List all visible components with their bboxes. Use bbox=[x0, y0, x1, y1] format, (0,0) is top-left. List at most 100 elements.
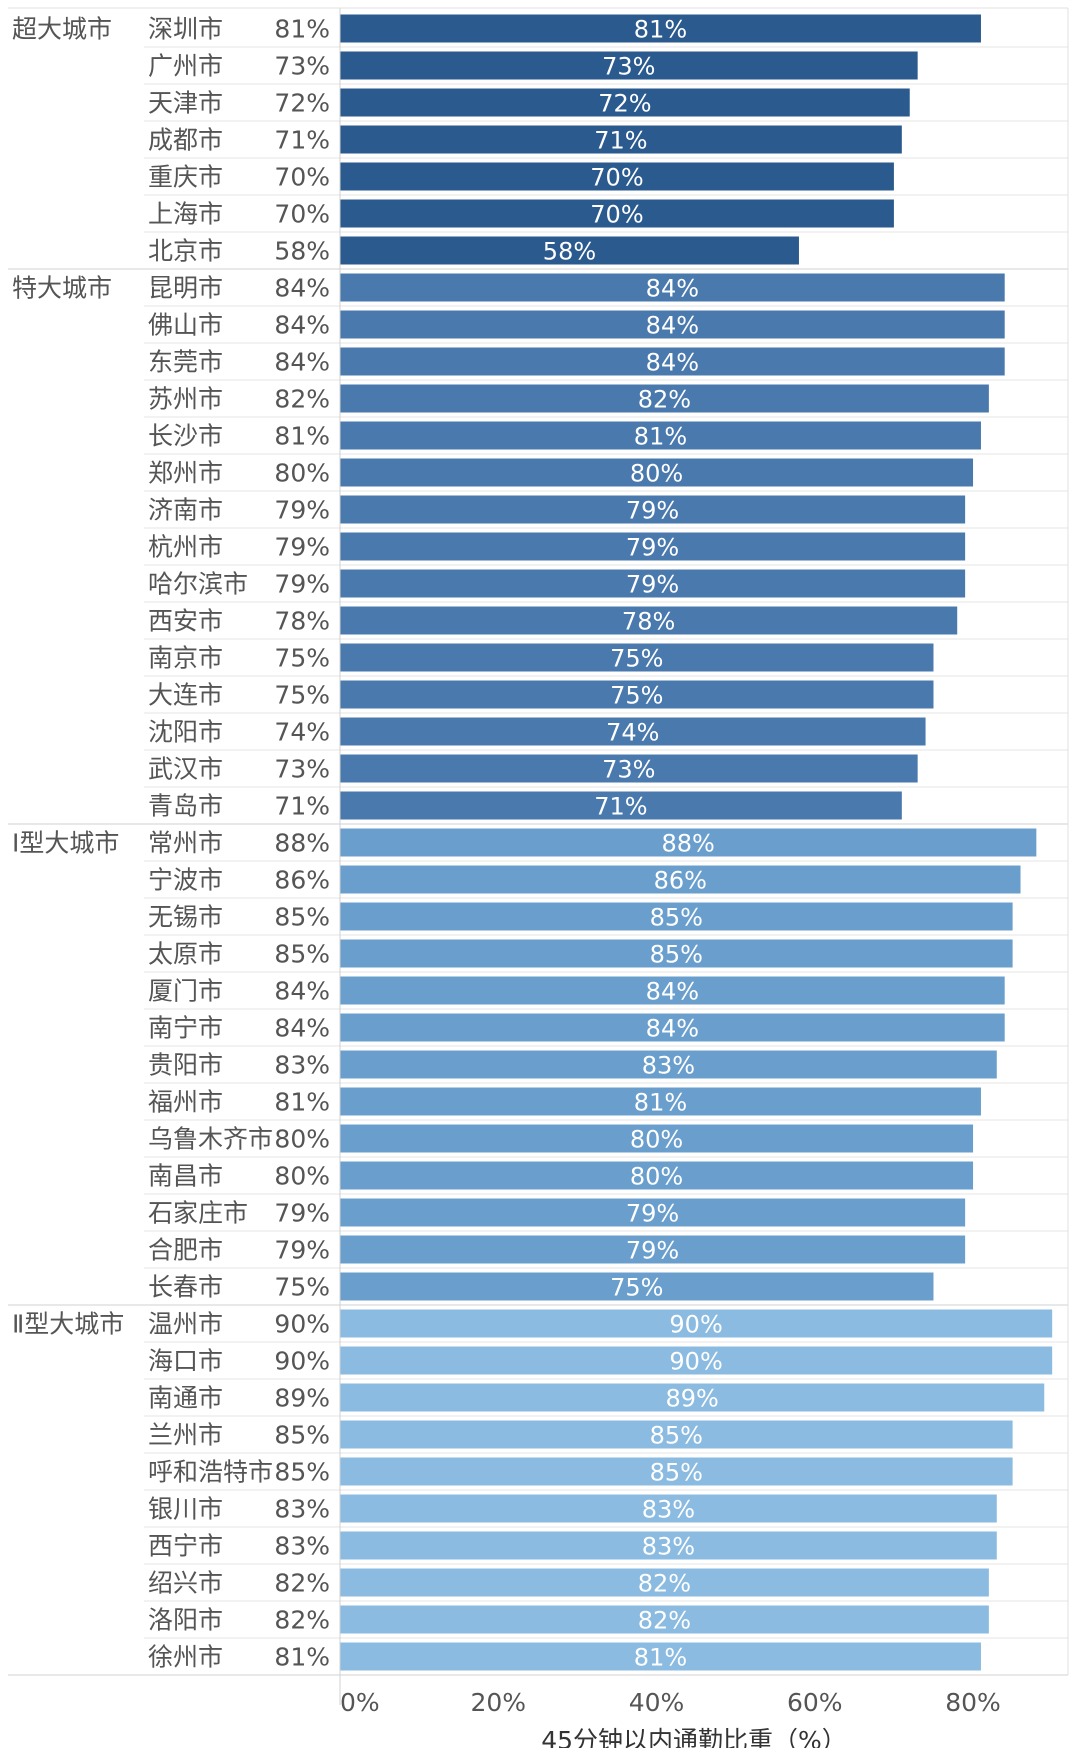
bar bbox=[340, 1124, 974, 1153]
bar bbox=[340, 236, 799, 265]
value-label: 82% bbox=[274, 1569, 330, 1598]
city-label: 厦门市 bbox=[148, 977, 223, 1006]
bar-data-label: 85% bbox=[650, 1422, 703, 1450]
value-label: 81% bbox=[274, 422, 330, 451]
value-label: 84% bbox=[274, 1014, 330, 1043]
value-label: 80% bbox=[274, 1162, 330, 1191]
city-label: 天津市 bbox=[148, 89, 223, 118]
city-label: 西宁市 bbox=[148, 1532, 223, 1561]
bar-data-label: 83% bbox=[642, 1052, 695, 1080]
bar-data-label: 88% bbox=[662, 830, 715, 858]
city-label: 石家庄市 bbox=[148, 1199, 248, 1228]
value-label: 75% bbox=[274, 1273, 330, 1302]
bar-data-label: 81% bbox=[634, 1644, 687, 1672]
bar bbox=[340, 865, 1021, 894]
bar bbox=[340, 939, 1013, 968]
bar bbox=[340, 569, 966, 598]
bar-data-label: 80% bbox=[630, 1163, 683, 1191]
city-label: 深圳市 bbox=[148, 15, 223, 44]
value-label: 84% bbox=[274, 311, 330, 340]
city-label: 大连市 bbox=[148, 681, 223, 710]
value-label: 79% bbox=[274, 570, 330, 599]
value-label: 81% bbox=[274, 1088, 330, 1117]
x-tick-label: 20% bbox=[470, 1688, 526, 1717]
group-label: 特大城市 bbox=[12, 274, 112, 303]
city-label: 无锡市 bbox=[148, 903, 223, 932]
value-label: 81% bbox=[274, 15, 330, 44]
value-label: 79% bbox=[274, 496, 330, 525]
value-label: 90% bbox=[274, 1310, 330, 1339]
bar bbox=[340, 1531, 997, 1560]
value-label: 90% bbox=[274, 1347, 330, 1376]
city-label: 青岛市 bbox=[148, 792, 223, 821]
value-label: 85% bbox=[274, 940, 330, 969]
bar bbox=[340, 384, 989, 413]
bar-data-label: 82% bbox=[638, 386, 691, 414]
city-label: 合肥市 bbox=[148, 1236, 223, 1265]
city-label: 上海市 bbox=[148, 200, 223, 229]
city-label: 昆明市 bbox=[148, 274, 223, 303]
bar bbox=[340, 976, 1005, 1005]
bar bbox=[340, 1235, 966, 1264]
bar-data-label: 79% bbox=[626, 534, 679, 562]
bar-data-label: 75% bbox=[610, 682, 663, 710]
city-label: 广州市 bbox=[148, 52, 223, 81]
city-label: 西安市 bbox=[148, 607, 223, 636]
bar-data-label: 79% bbox=[626, 1237, 679, 1265]
bar bbox=[340, 1087, 981, 1116]
city-label: 兰州市 bbox=[148, 1421, 223, 1450]
bar-data-label: 84% bbox=[646, 275, 699, 303]
city-label: 南京市 bbox=[148, 644, 223, 673]
group-label: 超大城市 bbox=[12, 15, 112, 44]
value-label: 85% bbox=[274, 1421, 330, 1450]
city-label: 银川市 bbox=[148, 1495, 223, 1524]
value-label: 73% bbox=[274, 755, 330, 784]
value-label: 70% bbox=[274, 200, 330, 229]
bar-data-label: 84% bbox=[646, 349, 699, 377]
city-label: 苏州市 bbox=[148, 385, 223, 414]
bar bbox=[340, 1420, 1013, 1449]
group-label: Ⅱ型大城市 bbox=[12, 1310, 124, 1339]
bar bbox=[340, 1198, 966, 1227]
bar-data-label: 75% bbox=[610, 645, 663, 673]
city-label: 福州市 bbox=[148, 1088, 223, 1117]
x-tick-label: 0% bbox=[340, 1688, 380, 1717]
bar-data-label: 83% bbox=[642, 1496, 695, 1524]
value-label: 78% bbox=[274, 607, 330, 636]
value-label: 88% bbox=[274, 829, 330, 858]
bar bbox=[340, 1272, 934, 1301]
value-label: 73% bbox=[274, 52, 330, 81]
bar-data-label: 82% bbox=[638, 1570, 691, 1598]
value-label: 74% bbox=[274, 718, 330, 747]
bar bbox=[340, 1013, 1005, 1042]
bar bbox=[340, 125, 902, 154]
bar-data-label: 89% bbox=[665, 1385, 718, 1413]
city-label: 徐州市 bbox=[148, 1643, 223, 1672]
city-label: 绍兴市 bbox=[148, 1569, 223, 1598]
city-label: 太原市 bbox=[148, 940, 223, 969]
value-label: 84% bbox=[274, 274, 330, 303]
value-label: 71% bbox=[274, 792, 330, 821]
value-label: 75% bbox=[274, 681, 330, 710]
bar bbox=[340, 310, 1005, 339]
city-label: 海口市 bbox=[148, 1347, 223, 1376]
bar-data-label: 85% bbox=[650, 904, 703, 932]
bar-data-label: 84% bbox=[646, 978, 699, 1006]
value-label: 58% bbox=[274, 237, 330, 266]
bar-data-label: 84% bbox=[646, 1015, 699, 1043]
bar bbox=[340, 199, 894, 228]
bar bbox=[340, 1605, 989, 1634]
value-label: 80% bbox=[274, 1125, 330, 1154]
bar bbox=[340, 1309, 1053, 1338]
bar bbox=[340, 273, 1005, 302]
bar bbox=[340, 162, 894, 191]
x-axis-title: 45分钟以内通勤比重（%） bbox=[541, 1726, 847, 1748]
bar-data-label: 80% bbox=[630, 1126, 683, 1154]
city-label: 乌鲁木齐市 bbox=[148, 1125, 273, 1154]
bar-data-label: 82% bbox=[638, 1607, 691, 1635]
city-label: 北京市 bbox=[148, 237, 223, 266]
city-label: 长春市 bbox=[148, 1273, 223, 1302]
bar bbox=[340, 643, 934, 672]
city-label: 成都市 bbox=[148, 126, 223, 155]
